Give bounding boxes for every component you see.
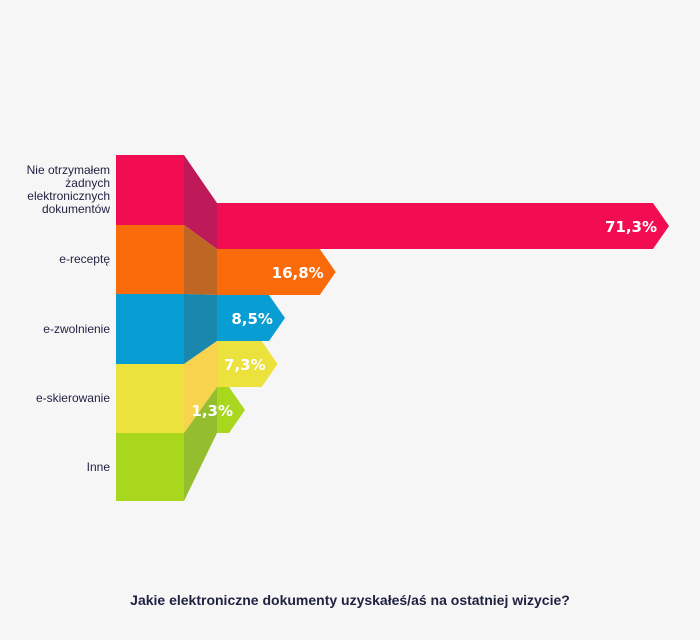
category-label-1: Nie otrzymałem żadnych elektronicznych doku… [14,164,110,216]
category-label-line: dokumentów [41,202,110,216]
block-3 [116,294,184,364]
bar-2 [217,249,336,295]
connector-1 [184,155,217,249]
category-label-5: Inne [14,459,110,474]
category-label-line: Inne [86,459,110,474]
value-label-4: 7,3% [224,356,266,374]
category-label-3: e-zwolnienie [14,321,110,336]
block-5 [116,433,184,501]
value-label-2: 16,8% [272,264,324,282]
bar-4 [217,341,278,387]
block-1 [116,155,184,225]
connector-5 [184,387,217,501]
value-label-1: 71,3% [605,218,657,236]
connector-2 [184,225,217,295]
category-label-line: żadnych [65,176,110,190]
chart-title: Jakie elektroniczne dokumenty uzyskałeś/… [130,592,570,608]
connector-3 [184,294,217,364]
category-label-line: e-receptę [59,252,110,266]
bar-5 [217,387,245,433]
category-label-line: e-zwolnienie [43,321,110,336]
value-label-3: 8,5% [231,310,273,328]
category-label-line: Nie otrzymałem [26,163,110,177]
block-2 [116,225,184,294]
value-label-5: 1,3% [191,402,233,420]
category-label-2: e-receptę [14,253,110,266]
block-4 [116,364,184,433]
connector-4 [184,341,217,433]
bar-1 [217,203,669,249]
category-label-line: e-skierowanie [35,391,110,405]
category-label-line: elektronicznych [27,189,110,203]
bar-3 [217,295,285,341]
category-label-4: e-skierowanie [14,392,110,405]
